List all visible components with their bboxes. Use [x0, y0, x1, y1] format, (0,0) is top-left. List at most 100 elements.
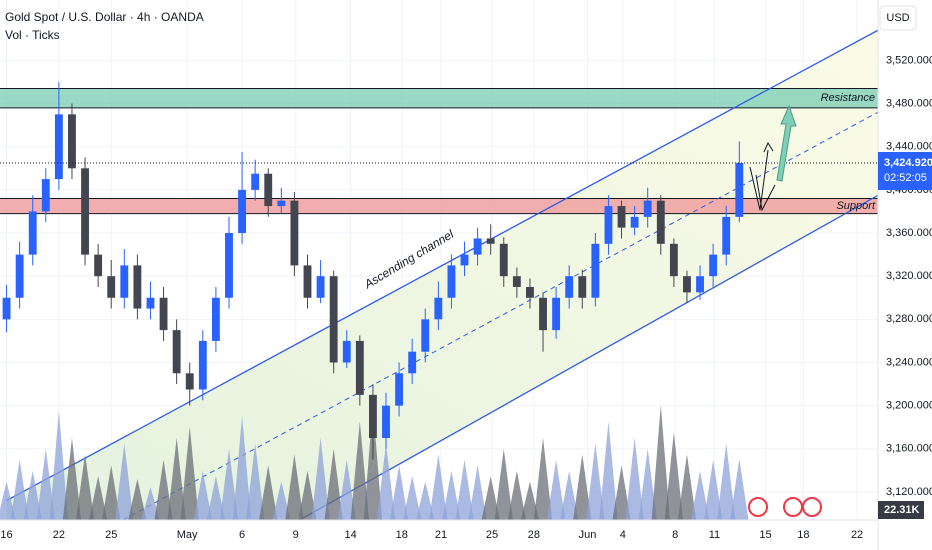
event-icon[interactable] [783, 497, 803, 517]
x-tick-label: 22 [851, 529, 863, 541]
chart-subtitle: Vol · Ticks [5, 28, 60, 42]
x-tick-label: 16 [0, 529, 12, 541]
volume-spike [285, 454, 304, 520]
x-tick-label: 6 [239, 529, 245, 541]
candle-body [238, 189, 246, 234]
volume-spike [154, 459, 173, 520]
event-icons[interactable] [748, 497, 822, 517]
channel-line [6, 29, 878, 502]
candle-body [368, 394, 377, 439]
volume-spike [0, 481, 16, 520]
candle-body [277, 200, 286, 207]
zone-label: Resistance [821, 92, 875, 104]
volume-spike [49, 410, 69, 520]
candle-body [120, 265, 129, 298]
x-tick-label: 9 [293, 529, 299, 541]
volume-spike [455, 459, 474, 520]
price-axis [878, 0, 932, 550]
volume-spike [363, 405, 383, 520]
x-tick-label: 14 [345, 529, 357, 541]
volume-spike [337, 459, 356, 520]
event-icon[interactable] [802, 497, 822, 517]
candle-body [81, 168, 89, 255]
candle-body [342, 340, 351, 363]
volume-spike [102, 465, 121, 520]
volume-spike [36, 448, 55, 520]
x-tick-label: 21 [435, 529, 447, 541]
candle-body [382, 405, 390, 439]
volume-spike [546, 459, 566, 520]
candle-body [185, 373, 194, 390]
volume-spike [612, 465, 631, 520]
channel-line [299, 194, 878, 520]
volume-spike [442, 470, 461, 520]
currency[interactable]: USD [886, 12, 909, 24]
candle-body [709, 254, 718, 277]
volume-spike [376, 443, 396, 520]
volume-spike [586, 443, 605, 520]
volume-spike [23, 470, 42, 520]
candle-body [669, 243, 678, 277]
candle-body [434, 297, 443, 320]
candle-body [355, 340, 364, 395]
candle-body [41, 179, 50, 212]
volume-spike [350, 421, 369, 520]
volume-spike [219, 448, 239, 520]
volume-spike [429, 454, 448, 520]
x-tick-label: Jun [579, 529, 597, 541]
candle-body [591, 243, 600, 298]
volume-spike [416, 481, 435, 520]
volume-spike [141, 487, 160, 520]
event-icon[interactable] [748, 497, 768, 517]
candle-body [28, 211, 37, 255]
y-tick-label: 3,280.000 [886, 313, 932, 325]
volume-spike [245, 443, 265, 520]
currency-box[interactable] [879, 5, 917, 31]
candle-body [225, 233, 233, 298]
volume-spike [167, 437, 186, 520]
volume-spike [599, 421, 618, 520]
candle-body [107, 276, 116, 298]
volume-spike [638, 448, 657, 520]
candle-body [421, 319, 430, 352]
channel-fill [6, 30, 878, 520]
y-tick-label: 3,520.000 [886, 54, 932, 66]
zone [0, 88, 878, 108]
volume-spike [272, 481, 291, 520]
volume-spike [651, 405, 670, 520]
volume-spike [193, 470, 212, 520]
candle-body [408, 351, 417, 374]
y-tick-label: 3,160.000 [886, 443, 932, 455]
candle-body [264, 173, 273, 207]
projection-path [749, 149, 769, 211]
time-axis [0, 520, 878, 550]
chart-title: Gold Spot / U.S. Dollar · 4h · OANDA [5, 10, 204, 24]
y-tick-label: 3,200.000 [886, 400, 932, 412]
volume-spike [481, 476, 500, 520]
candle-body [15, 254, 24, 298]
candle-body [552, 297, 561, 331]
volume-spike [232, 415, 252, 520]
countdown: 02:52:05 [884, 172, 927, 184]
candle-body [94, 254, 103, 277]
volume-spike [298, 470, 317, 520]
candle-body [656, 200, 665, 244]
volume-spike [324, 448, 343, 520]
candle-body [499, 243, 508, 277]
candle-body [512, 276, 521, 287]
y-tick-label: 3,320.000 [886, 270, 932, 282]
candle-body [395, 373, 404, 406]
candle-body [303, 265, 312, 298]
candle-body [735, 162, 744, 217]
candle-body [54, 114, 63, 180]
x-tick-label: 22 [53, 529, 65, 541]
x-tick-label: 4 [620, 529, 626, 541]
candle-body [722, 216, 731, 255]
candle-body [643, 200, 652, 217]
y-tick-label: 3,480.000 [886, 97, 932, 109]
target-arrow [776, 104, 797, 182]
volume-spike [717, 443, 736, 520]
volume-spike [730, 458, 749, 520]
volume-spike [206, 476, 226, 520]
